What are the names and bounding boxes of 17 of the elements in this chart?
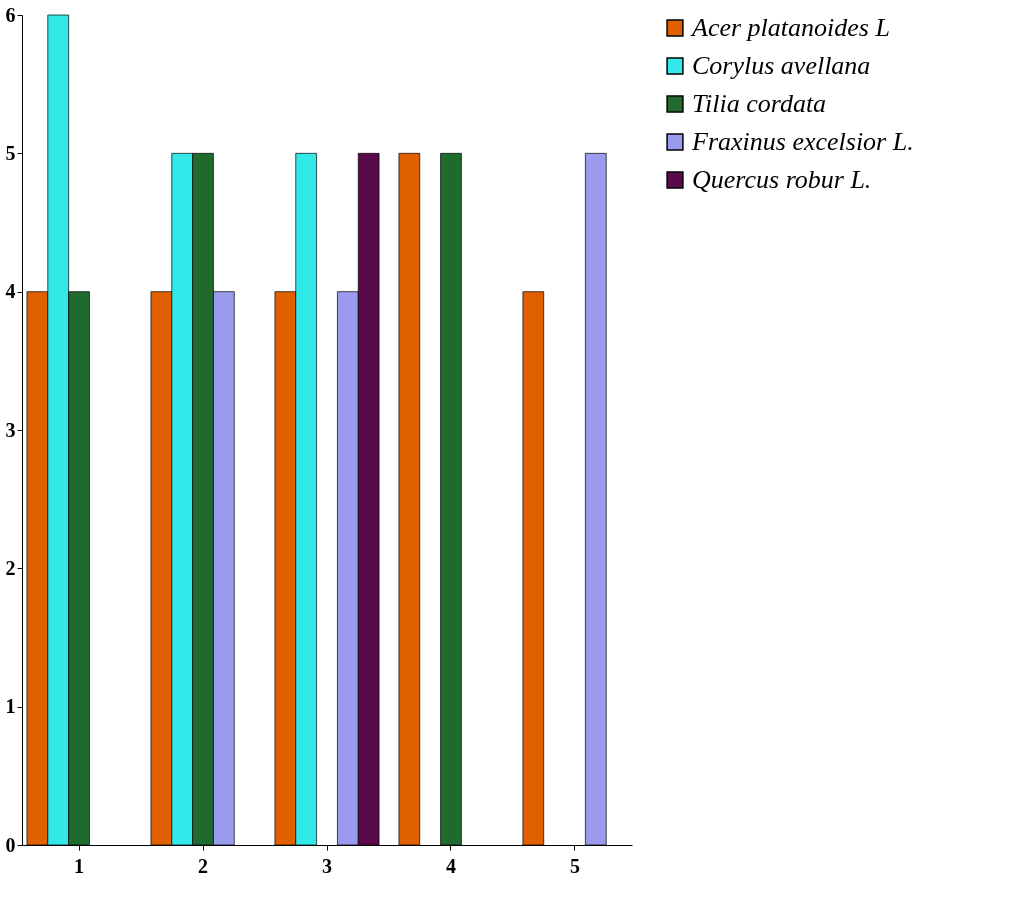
- y-tick-label: 5: [5, 141, 16, 164]
- x-tick-label: 3: [322, 854, 332, 877]
- y-tick-label: 3: [5, 418, 16, 441]
- legend-label: Fraxinus excelsior L.: [691, 127, 914, 156]
- legend-label: Quercus robur L.: [692, 165, 872, 194]
- legend-label: Tilia cordata: [692, 89, 827, 118]
- x-tick-label: 1: [74, 854, 85, 877]
- x-tick-label: 2: [198, 854, 209, 877]
- y-tick-label: 2: [5, 556, 16, 579]
- y-tick-label: 4: [5, 280, 16, 303]
- x-tick-label: 5: [569, 854, 580, 877]
- y-tick-label: 0: [5, 833, 16, 856]
- legend-label: Corylus avellana: [692, 51, 871, 80]
- y-tick-label: 6: [5, 3, 16, 26]
- x-tick-label: 4: [445, 854, 456, 877]
- legend-label: Acer platanoides L: [690, 13, 890, 42]
- y-tick-label: 1: [5, 695, 16, 718]
